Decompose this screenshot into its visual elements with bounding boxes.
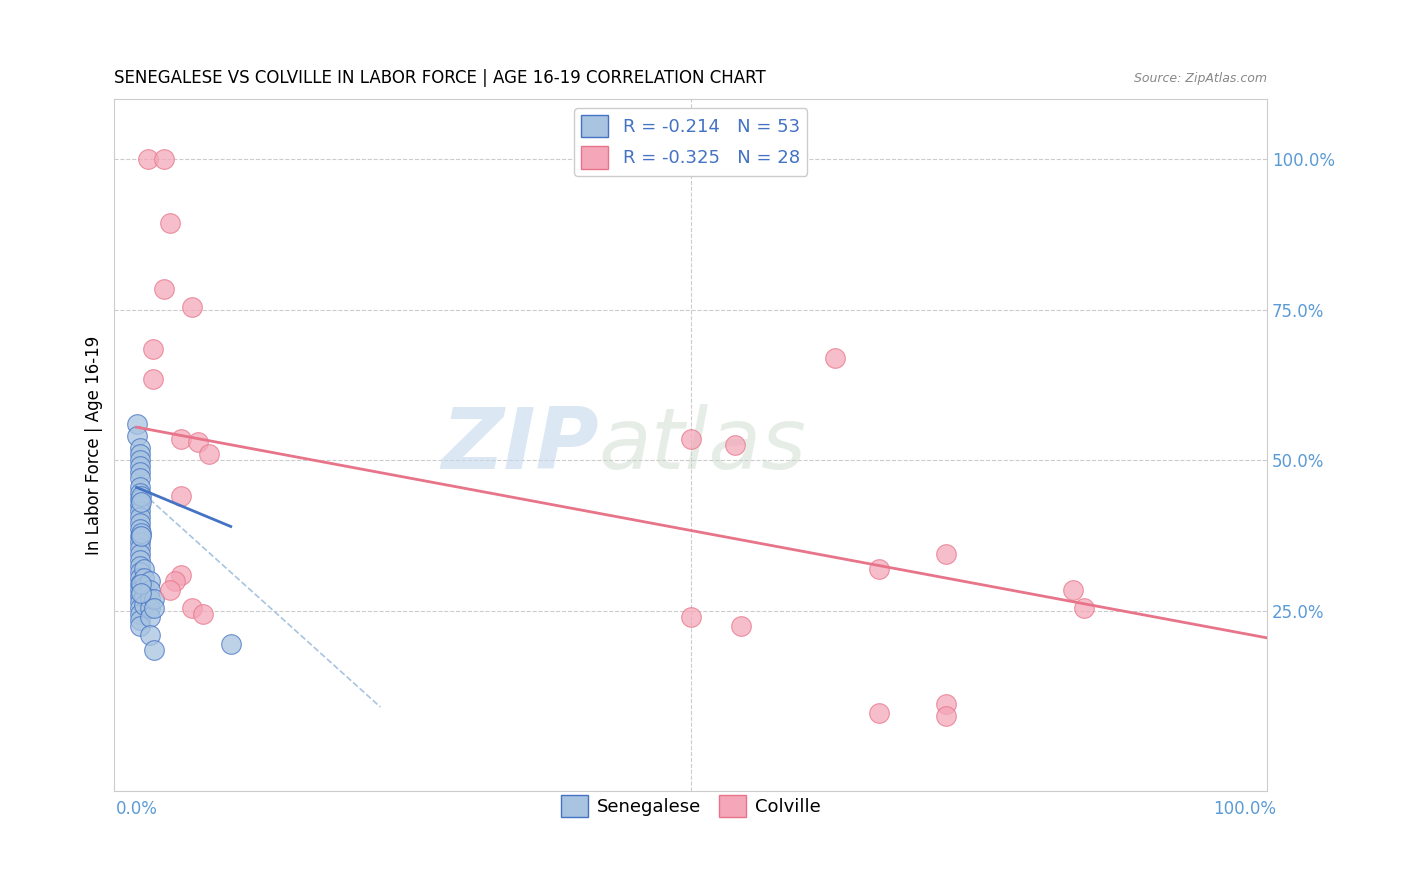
Point xyxy=(143,643,166,657)
Point xyxy=(129,442,152,456)
Point xyxy=(134,561,156,575)
Point xyxy=(142,372,165,386)
Point xyxy=(129,523,152,537)
Point xyxy=(134,580,156,594)
Point xyxy=(219,637,242,651)
Point xyxy=(129,466,152,480)
Point xyxy=(129,607,152,621)
Point xyxy=(679,432,702,446)
Point xyxy=(129,499,152,513)
Point xyxy=(129,565,152,579)
Point xyxy=(139,582,162,597)
Point xyxy=(129,453,152,467)
Point xyxy=(129,534,152,549)
Point xyxy=(181,600,204,615)
Point xyxy=(934,697,956,711)
Legend: Senegalese, Colville: Senegalese, Colville xyxy=(554,788,828,824)
Point xyxy=(129,558,152,573)
Point xyxy=(159,216,181,230)
Point xyxy=(824,351,846,365)
Point xyxy=(129,495,152,509)
Point xyxy=(170,567,193,582)
Point xyxy=(1073,600,1095,615)
Point xyxy=(129,589,152,603)
Point xyxy=(129,576,152,591)
Point xyxy=(129,490,152,504)
Point xyxy=(143,600,166,615)
Point xyxy=(181,300,204,314)
Point xyxy=(153,282,176,296)
Point xyxy=(129,595,152,609)
Point xyxy=(934,709,956,723)
Point xyxy=(153,153,176,167)
Point xyxy=(159,582,181,597)
Point xyxy=(139,600,162,615)
Point xyxy=(139,609,162,624)
Point xyxy=(139,591,162,606)
Point xyxy=(129,571,152,585)
Point xyxy=(129,547,152,561)
Point xyxy=(129,486,152,500)
Point xyxy=(868,561,890,575)
Point xyxy=(186,435,208,450)
Point xyxy=(125,429,148,443)
Point xyxy=(129,576,152,591)
Point xyxy=(139,628,162,642)
Point xyxy=(129,552,152,566)
Point xyxy=(129,613,152,627)
Point xyxy=(129,471,152,485)
Text: SENEGALESE VS COLVILLE IN LABOR FORCE | AGE 16-19 CORRELATION CHART: SENEGALESE VS COLVILLE IN LABOR FORCE | … xyxy=(114,69,766,87)
Point xyxy=(868,706,890,720)
Point xyxy=(191,607,214,621)
Point xyxy=(136,153,159,167)
Point xyxy=(1062,582,1084,597)
Point xyxy=(134,598,156,612)
Point xyxy=(129,516,152,531)
Point xyxy=(129,585,152,599)
Point xyxy=(129,510,152,524)
Point xyxy=(129,600,152,615)
Point xyxy=(730,619,752,633)
Point xyxy=(129,504,152,518)
Point xyxy=(170,490,193,504)
Point xyxy=(724,438,747,452)
Text: Source: ZipAtlas.com: Source: ZipAtlas.com xyxy=(1133,72,1267,86)
Point xyxy=(139,574,162,588)
Point xyxy=(129,541,152,555)
Point xyxy=(142,342,165,356)
Point xyxy=(129,525,152,540)
Point xyxy=(129,459,152,474)
Point xyxy=(125,417,148,432)
Point xyxy=(170,432,193,446)
Point xyxy=(129,492,152,507)
Text: ZIP: ZIP xyxy=(441,404,599,487)
Point xyxy=(129,447,152,461)
Point xyxy=(679,609,702,624)
Point xyxy=(134,589,156,603)
Point xyxy=(129,528,152,542)
Point xyxy=(165,574,187,588)
Point xyxy=(129,582,152,597)
Point xyxy=(197,447,219,461)
Point xyxy=(143,591,166,606)
Point xyxy=(129,480,152,494)
Point xyxy=(129,619,152,633)
Point xyxy=(134,571,156,585)
Point xyxy=(934,547,956,561)
Point xyxy=(129,528,152,542)
Y-axis label: In Labor Force | Age 16-19: In Labor Force | Age 16-19 xyxy=(86,335,103,555)
Text: atlas: atlas xyxy=(599,404,807,487)
